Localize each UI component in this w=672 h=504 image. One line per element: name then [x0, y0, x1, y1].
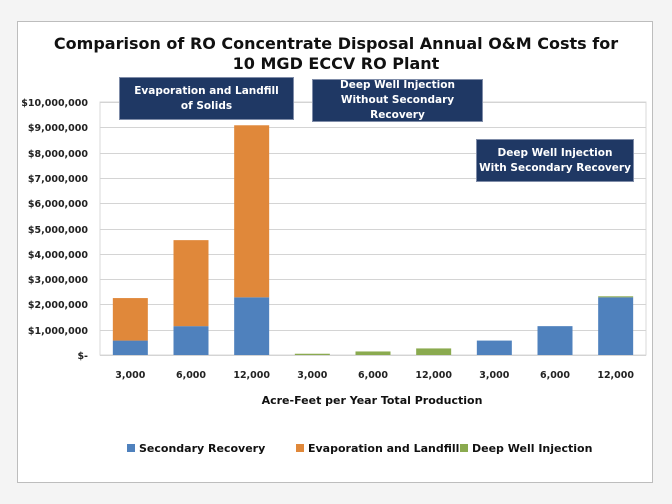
x-tick-label: 12,000	[415, 370, 452, 381]
bar-segment-secondary-recovery	[598, 297, 634, 355]
chart-title: Comparison of RO Concentrate Disposal An…	[0, 34, 672, 74]
y-tick-label: $5,000,000	[28, 225, 88, 236]
annotation-line: With Secondary Recovery	[479, 161, 631, 174]
bar-segment-deep-well-injection	[355, 351, 391, 355]
y-axis-ticks: $- $1,000,000 $2,000,000 $3,000,000 $4,000,0…	[21, 98, 88, 362]
bar-segment-deep-well-injection	[416, 348, 452, 355]
annotation-evaporation-landfill: Evaporation and Landfill of Solids	[119, 77, 294, 120]
legend: Secondary Recovery Evaporation and Landfi…	[127, 442, 592, 455]
x-axis-ticks: 3,000 6,000 12,000 3,000 6,000 12,000 3,000 6,0…	[115, 370, 634, 381]
chart-title-line-2: 10 MGD ECCV RO Plant	[232, 54, 440, 73]
x-tick-label: 6,000	[540, 370, 570, 381]
bar-segment-secondary-recovery	[112, 340, 148, 355]
bar-segment-evaporation-and-landfill	[234, 125, 270, 298]
x-tick-label: 12,000	[597, 370, 634, 381]
annotation-line: Deep Well Injection	[497, 146, 613, 159]
x-tick-label: 3,000	[115, 370, 145, 381]
bar-segment-deep-well-injection	[598, 296, 634, 298]
legend-swatch	[127, 444, 135, 452]
x-tick-label: 3,000	[479, 370, 509, 381]
y-tick-label: $2,000,000	[28, 300, 88, 311]
bar-segment-secondary-recovery	[173, 326, 209, 355]
annotation-line: Without Secondary Recovery	[340, 94, 455, 121]
x-tick-label: 6,000	[358, 370, 388, 381]
y-tick-label: $1,000,000	[28, 326, 88, 337]
bar-segment-evaporation-and-landfill	[112, 298, 148, 341]
y-tick-label: $6,000,000	[28, 199, 88, 210]
y-tick-label: $3,000,000	[28, 275, 88, 286]
y-tick-label: $10,000,000	[21, 98, 88, 109]
legend-swatch	[460, 444, 468, 452]
annotation-dwi-with-recovery: Deep Well Injection With Secondary Recov…	[476, 139, 634, 182]
y-tick-label: $4,000,000	[28, 250, 88, 261]
y-tick-label: $-	[77, 351, 88, 362]
bar-segment-deep-well-injection	[294, 353, 330, 355]
y-tick-label: $7,000,000	[28, 174, 88, 185]
y-tick-label: $8,000,000	[28, 149, 88, 160]
bar-segment-secondary-recovery	[476, 340, 512, 355]
chart-title-line-1: Comparison of RO Concentrate Disposal An…	[53, 34, 619, 53]
legend-label: Secondary Recovery	[139, 442, 265, 455]
legend-label: Evaporation and Landfill	[308, 442, 459, 455]
bars	[112, 125, 634, 355]
bar-segment-evaporation-and-landfill	[173, 240, 209, 327]
x-tick-label: 12,000	[233, 370, 270, 381]
x-axis-label: Acre-Feet per Year Total Production	[262, 394, 483, 407]
x-tick-label: 6,000	[176, 370, 206, 381]
legend-label: Deep Well Injection	[472, 442, 592, 455]
annotation-line: Evaporation and Landfill	[134, 84, 279, 97]
annotation-dwi-without-recovery: Deep Well Injection Without Secondary Re…	[312, 79, 483, 122]
annotation-line: of Solids	[180, 99, 233, 112]
y-tick-label: $9,000,000	[28, 123, 88, 134]
legend-swatch	[296, 444, 304, 452]
bar-segment-secondary-recovery	[234, 297, 270, 355]
bar-segment-secondary-recovery	[537, 326, 573, 355]
annotation-line: Deep Well Injection	[340, 79, 455, 91]
x-tick-label: 3,000	[297, 370, 327, 381]
